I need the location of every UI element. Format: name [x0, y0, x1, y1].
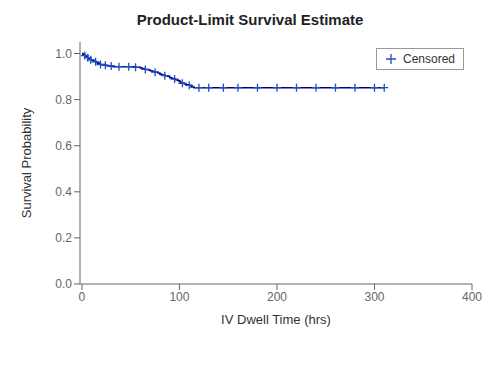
svg-text:200: 200 — [267, 290, 287, 304]
svg-text:0.2: 0.2 — [55, 231, 72, 245]
svg-text:300: 300 — [364, 290, 384, 304]
svg-text:Survival Probability: Survival Probability — [19, 107, 34, 218]
svg-text:400: 400 — [462, 290, 482, 304]
svg-text:100: 100 — [169, 290, 189, 304]
svg-text:0.8: 0.8 — [55, 93, 72, 107]
svg-text:0.4: 0.4 — [55, 185, 72, 199]
svg-text:0: 0 — [79, 290, 86, 304]
svg-text:IV Dwell Time (hrs): IV Dwell Time (hrs) — [221, 312, 331, 327]
svg-text:0.0: 0.0 — [55, 277, 72, 291]
html-text:Product-Limit Survival Estimat: Product-Limit Survival Estimate — [136, 11, 364, 28]
svg-text:1.0: 1.0 — [55, 47, 72, 61]
html-text:Censored: Censored — [403, 52, 455, 66]
svg-text:0.6: 0.6 — [55, 139, 72, 153]
